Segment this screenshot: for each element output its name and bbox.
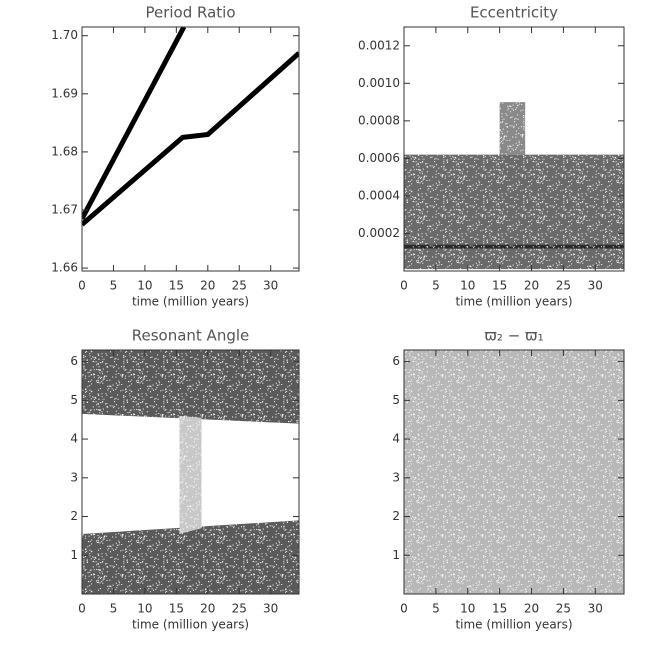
plot-area (404, 102, 624, 270)
x-tick-label: 0 (78, 602, 86, 616)
x-tick-label: 10 (137, 602, 152, 616)
x-tick-label: 25 (232, 279, 247, 293)
x-tick-label: 25 (232, 602, 247, 616)
y-tick-label: 1.70 (51, 28, 78, 42)
y-tick-label: 0.0004 (358, 188, 400, 202)
y-tick-label: 1.66 (51, 261, 78, 275)
scatter-speckle (404, 244, 624, 249)
x-tick-label: 30 (588, 602, 603, 616)
y-tick-label: 2 (70, 509, 78, 523)
data-line (82, 51, 299, 227)
x-tick-label: 5 (432, 602, 440, 616)
x-tick-label: 10 (460, 602, 475, 616)
y-tick-label: 1 (70, 548, 78, 562)
y-tick-label: 0.0002 (358, 226, 400, 240)
x-tick-label: 15 (492, 602, 507, 616)
x-tick-label: 25 (556, 279, 571, 293)
y-tick-label: 3 (70, 470, 78, 484)
panel-title: Period Ratio (145, 4, 235, 22)
x-axis-label: time (million years) (132, 618, 249, 632)
scatter-speckle (404, 350, 624, 594)
panel: 0 5 10 15 20 25 30 1.66 1.67 1.68 1.69 1.70 Period R… (51, 4, 300, 309)
x-tick-label: 20 (200, 279, 215, 293)
scatter-speckle (82, 520, 299, 594)
x-tick-label: 20 (200, 602, 215, 616)
y-tick-label: 6 (70, 354, 78, 368)
panel: 0 5 10 15 20 25 30 0.0002 0.0004 0.0006 0.0008 0.00… (358, 4, 625, 309)
x-tick-label: 0 (400, 602, 408, 616)
x-tick-label: 0 (400, 279, 408, 293)
x-tick-label: 15 (169, 602, 184, 616)
data-line (82, 27, 187, 220)
y-tick-label: 0.0006 (358, 151, 400, 165)
y-tick-label: 5 (70, 393, 78, 407)
panel-title: ϖ₂ − ϖ₁ (484, 327, 543, 345)
panel: 0 5 10 15 20 25 30 1 2 3 4 5 6 Resonant Angle time (mi… (70, 327, 300, 632)
panel-title: Resonant Angle (132, 327, 250, 345)
x-tick-label: 5 (432, 279, 440, 293)
x-tick-label: 5 (110, 279, 118, 293)
y-tick-label: 6 (392, 354, 400, 368)
scatter-speckle (179, 415, 202, 534)
axes-frame (81, 26, 300, 272)
y-tick-label: 4 (392, 432, 400, 446)
y-tick-label: 5 (392, 393, 400, 407)
y-tick-label: 1 (392, 548, 400, 562)
panel: 0 5 10 15 20 25 30 1 2 3 4 5 6 ϖ₂ − ϖ₁ time (million y… (392, 327, 625, 632)
plot-area (404, 350, 624, 594)
y-tick-label: 0.0012 (358, 38, 400, 52)
y-tick-label: 3 (392, 470, 400, 484)
scatter-speckle (82, 350, 299, 424)
x-tick-label: 30 (263, 602, 278, 616)
x-tick-label: 15 (492, 279, 507, 293)
y-tick-label: 0.0010 (358, 76, 400, 90)
x-tick-label: 30 (263, 279, 278, 293)
x-tick-label: 5 (110, 602, 118, 616)
x-tick-label: 20 (524, 602, 539, 616)
plot-area (82, 350, 299, 594)
y-tick-label: 4 (70, 432, 78, 446)
panel-title: Eccentricity (470, 4, 558, 22)
plot-area (82, 27, 299, 227)
x-tick-label: 20 (524, 279, 539, 293)
y-tick-label: 1.68 (51, 144, 78, 158)
x-axis-label: time (million years) (455, 295, 572, 309)
scatter-speckle (404, 154, 624, 270)
y-tick-label: 1.69 (51, 86, 78, 100)
scatter-speckle (499, 102, 526, 155)
axes-frame (81, 349, 300, 595)
y-tick-label: 0.0008 (358, 113, 400, 127)
x-tick-label: 10 (460, 279, 475, 293)
x-tick-label: 0 (78, 279, 86, 293)
y-tick-label: 2 (392, 509, 400, 523)
axes-frame (403, 26, 625, 272)
x-tick-label: 15 (169, 279, 184, 293)
x-axis-label: time (million years) (132, 295, 249, 309)
x-tick-label: 25 (556, 602, 571, 616)
y-tick-label: 1.67 (51, 203, 78, 217)
x-tick-label: 10 (137, 279, 152, 293)
x-tick-label: 30 (588, 279, 603, 293)
axes-frame (403, 349, 625, 595)
x-axis-label: time (million years) (455, 618, 572, 632)
